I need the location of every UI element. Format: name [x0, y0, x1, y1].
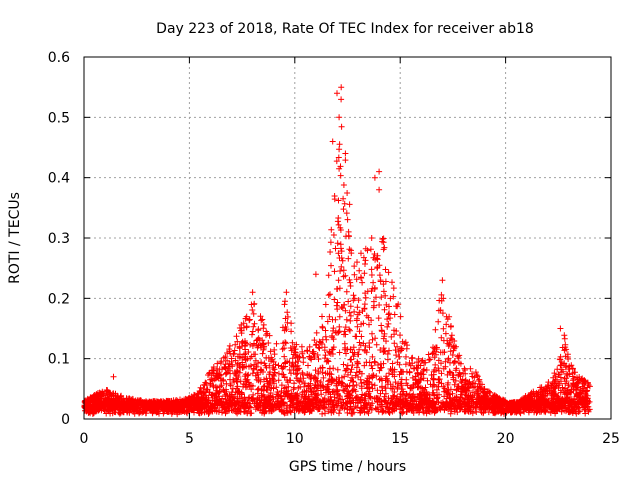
roti-markers [81, 84, 593, 418]
x-tick-label: 25 [602, 431, 620, 447]
y-tick-label: 0.1 [48, 352, 70, 368]
y-tick-label: 0.2 [48, 291, 70, 307]
x-axis-title: GPS time / hours [289, 459, 406, 475]
x-tick-label: 0 [80, 431, 89, 447]
data-points [81, 84, 593, 418]
x-tick-label: 20 [497, 431, 515, 447]
y-tick-label: 0.4 [48, 171, 70, 187]
y-tick-label: 0.5 [48, 110, 70, 126]
y-tick-label: 0.6 [48, 50, 70, 66]
y-tick-label: 0.3 [48, 231, 70, 247]
y-axis-title: ROTI / TECUs [7, 192, 23, 284]
x-tick-label: 10 [286, 431, 304, 447]
axis-ticks: 0 5 10 15 20 25 0 0.1 0.2 0.3 0.4 0.5 0.6 [48, 50, 620, 447]
x-tick-label: 15 [391, 431, 409, 447]
chart-title: Day 223 of 2018, Rate Of TEC Index for r… [156, 21, 534, 37]
x-tick-label: 5 [185, 431, 194, 447]
y-tick-label: 0 [61, 412, 70, 428]
